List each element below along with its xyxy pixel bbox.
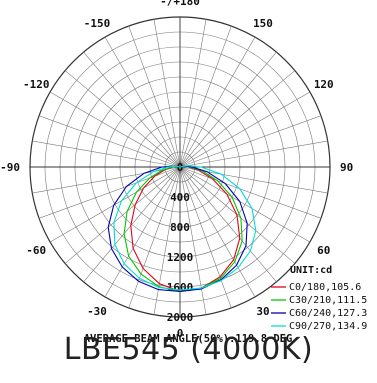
angle-label: 30: [256, 305, 269, 318]
grid-spoke: [64, 70, 181, 168]
grid-spoke: [104, 166, 181, 298]
legend-entry: C0/180,105.6: [289, 282, 361, 293]
polar-grid: [29, 16, 331, 318]
grid-spoke: [83, 51, 181, 168]
angle-label: -120: [23, 78, 50, 91]
grid-spoke: [179, 140, 328, 168]
radial-tick-label: 1200: [167, 251, 194, 264]
product-title: LBE545 (4000K): [63, 332, 314, 367]
series-curve: [107, 165, 248, 293]
grid-spoke: [83, 166, 181, 283]
angle-label: 90: [340, 161, 353, 174]
grid-spoke: [179, 25, 232, 168]
angle-labels: -/+180 150 120 90 60 30 0 -30 -60 -90 -120 -150: [0, 0, 353, 340]
grid-spoke: [128, 166, 181, 309]
grid-spoke: [179, 166, 277, 283]
grid-spoke: [49, 166, 181, 243]
grid-spoke: [38, 115, 181, 168]
angle-label: -150: [84, 17, 111, 30]
grid-spoke: [179, 166, 232, 309]
grid-spoke: [153, 19, 181, 168]
legend: UNIT:cd C0/180,105.6 C30/210,111.5 C60/240…: [271, 265, 367, 332]
grid-spoke: [179, 51, 277, 168]
legend-entry: C60/240,127.3: [289, 308, 367, 319]
radial-tick-label: 0: [177, 161, 184, 174]
angle-label: -60: [26, 244, 46, 257]
grid-spoke: [104, 36, 181, 168]
grid-spoke: [179, 70, 296, 168]
grid-spoke: [49, 91, 181, 168]
angle-label: 60: [317, 244, 330, 257]
grid-spoke: [179, 166, 256, 298]
radial-tick-label: 2000: [167, 311, 194, 324]
grid-spoke: [179, 166, 322, 219]
radial-tick-label: 400: [170, 191, 190, 204]
grid-spoke: [64, 166, 181, 264]
beam-angle-annotation: AVERAGE BEAM ANGLE(50%):119.8 DEG: [84, 333, 293, 345]
grid-spoke: [179, 91, 311, 168]
angle-label: 120: [314, 78, 334, 91]
grid-spoke: [179, 115, 322, 168]
legend-entry: C90/270,134.9: [289, 321, 367, 332]
grid-spoke: [179, 19, 207, 168]
radial-tick-label: 800: [170, 221, 190, 234]
angle-label: -30: [87, 305, 107, 318]
grid-spoke: [128, 25, 181, 168]
intensity-curves: [107, 165, 257, 293]
angle-label: -/+180: [160, 0, 200, 8]
legend-unit: UNIT:cd: [290, 265, 332, 276]
grid-spoke: [179, 36, 256, 168]
grid-spoke: [32, 140, 181, 168]
angle-label: 150: [253, 17, 273, 30]
legend-entry: C30/210,111.5: [289, 295, 367, 306]
grid-spoke: [179, 166, 311, 243]
grid-spoke: [179, 166, 207, 315]
angle-label: 0: [177, 327, 184, 340]
series-curve: [113, 165, 257, 291]
angle-label: -90: [0, 161, 20, 174]
